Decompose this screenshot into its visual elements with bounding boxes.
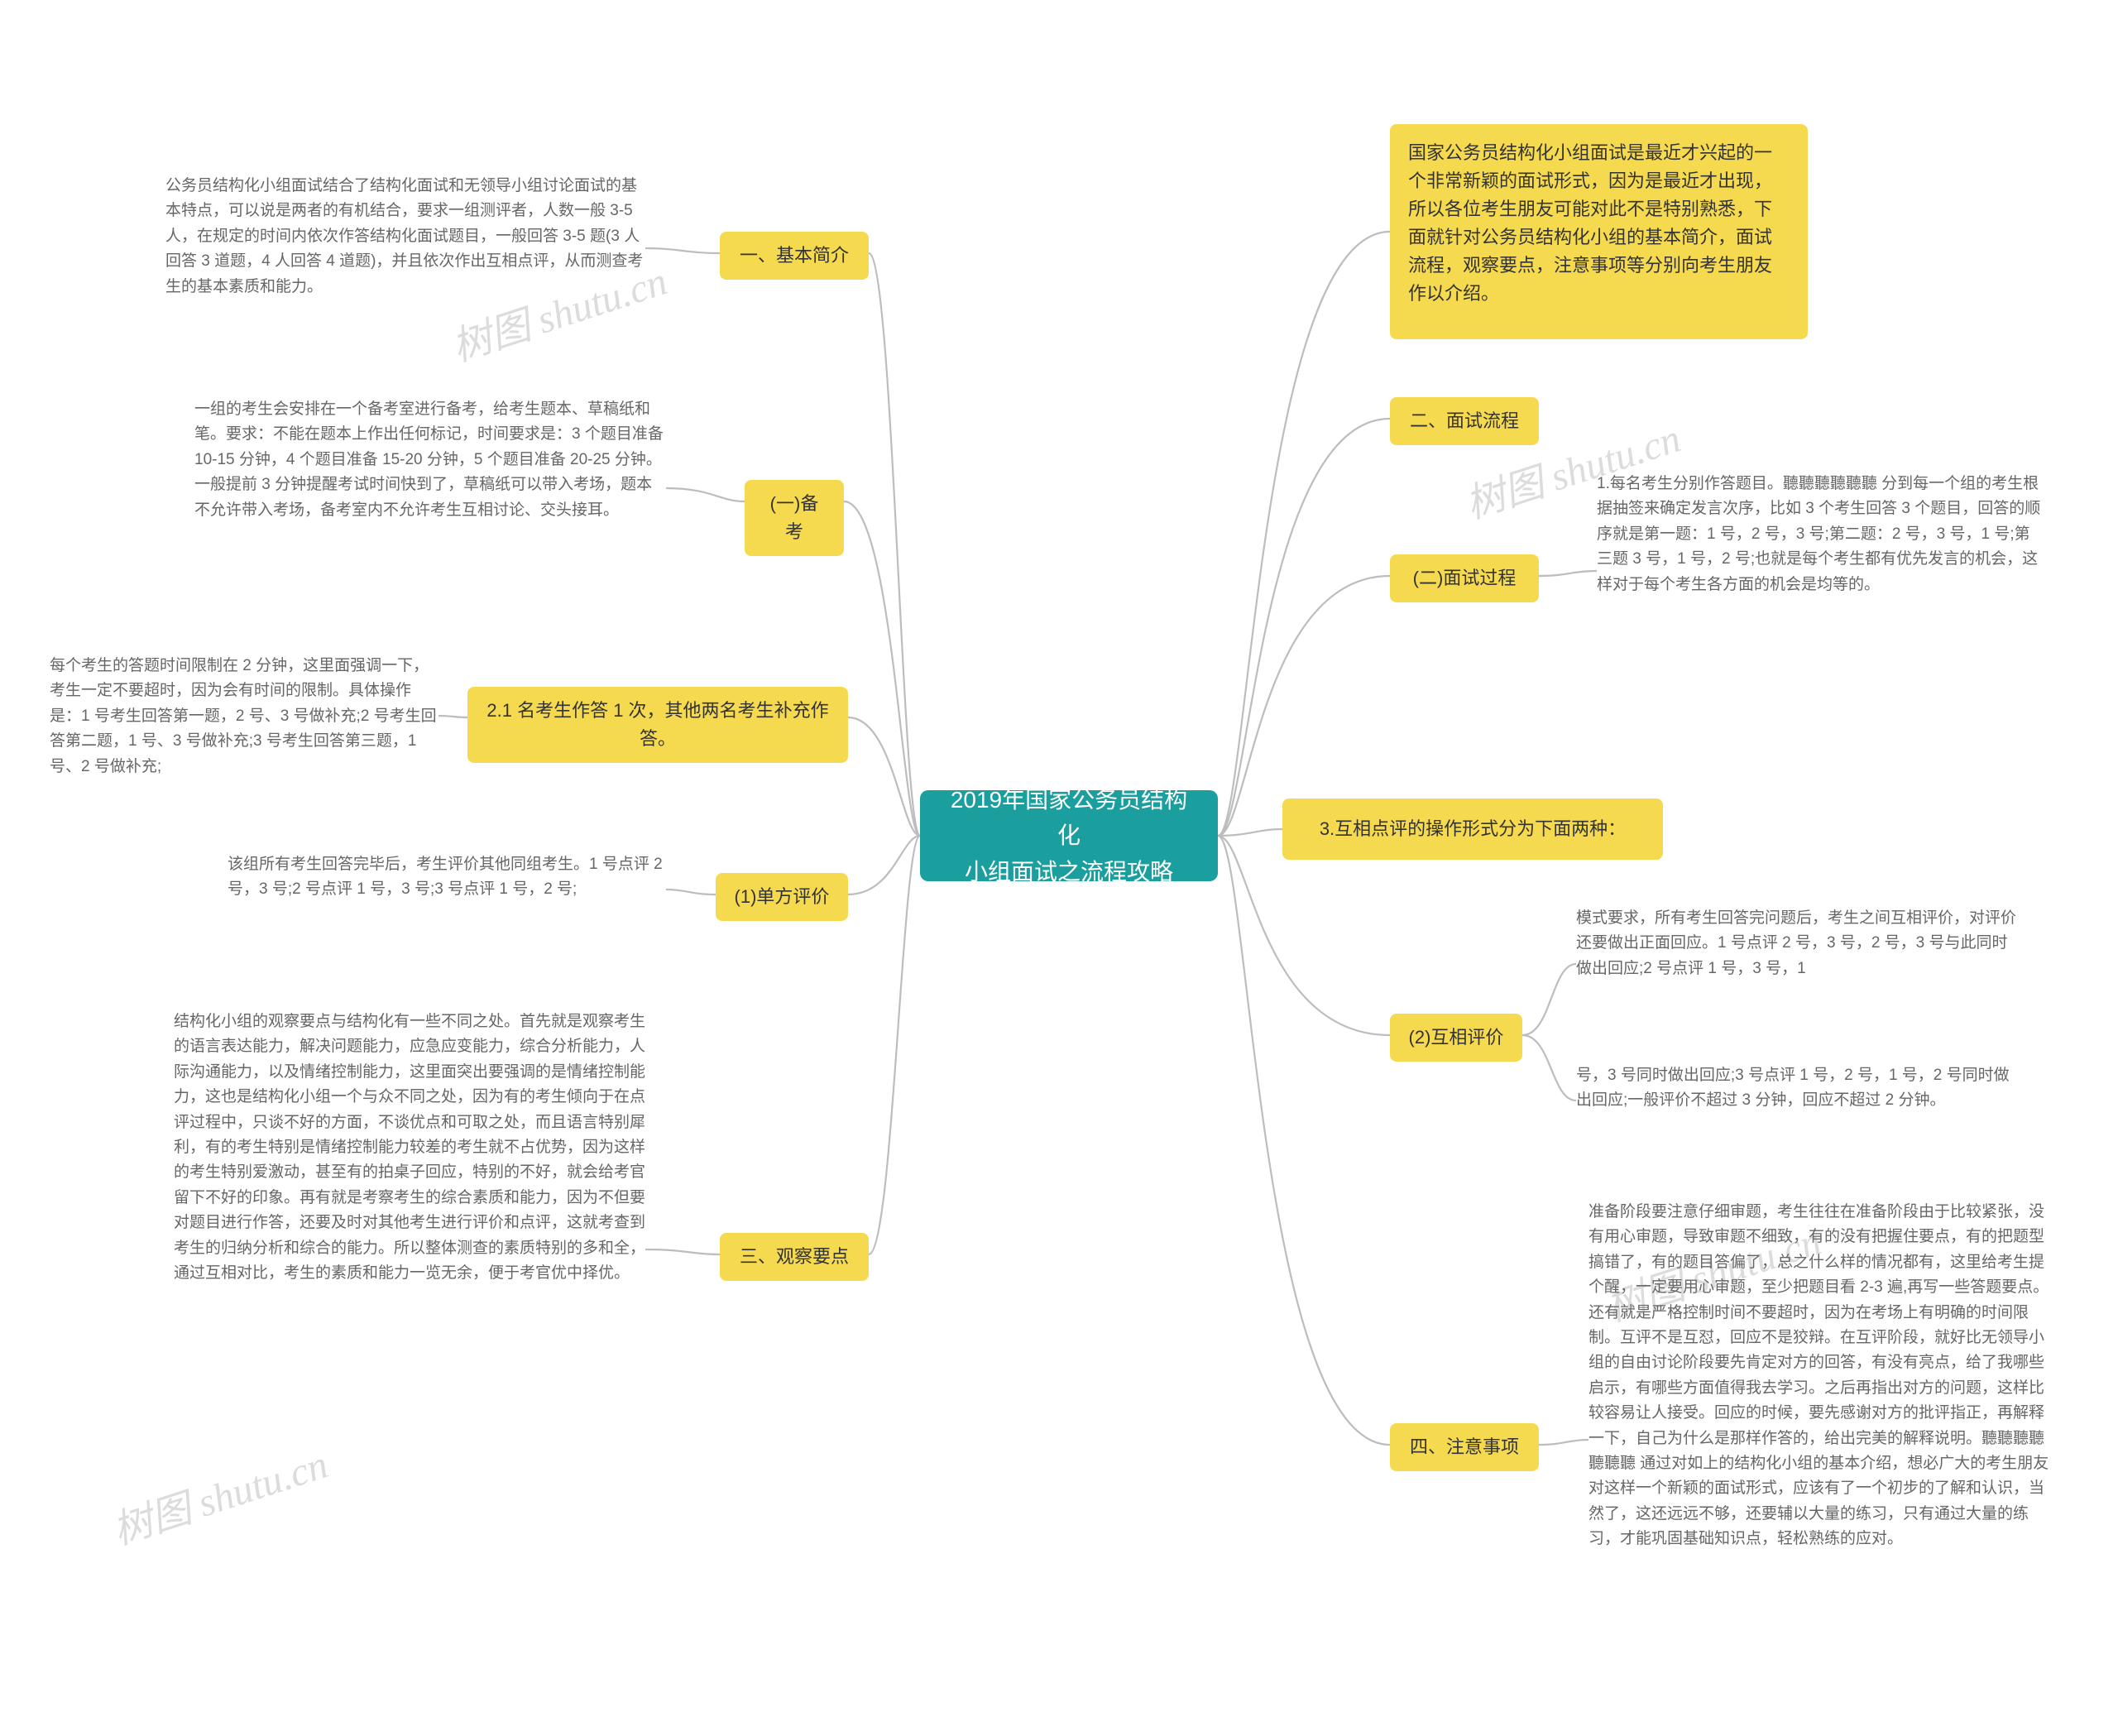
left-branch-l3[interactable]: 2.1 名考生作答 1 次，其他两名考生补充作答。: [467, 687, 848, 763]
right-desc-r5-b: 号，3 号同时做出回应;3 号点评 1 号，2 号，1 号，2 号同时做出回应;…: [1576, 1063, 2023, 1114]
watermark: 树图 shutu.cn: [104, 1431, 334, 1556]
left-branch-l1[interactable]: 一、基本简介: [720, 232, 869, 280]
left-branch-l2[interactable]: (一)备考: [745, 480, 844, 556]
right-branch-r4[interactable]: 3.互相点评的操作形式分为下面两种：: [1282, 798, 1663, 860]
right-desc-r5-a: 模式要求，所有考生回答完问题后，考生之间互相评价，对评价还要做出正面回应。1 号…: [1576, 906, 2023, 981]
right-branch-r2[interactable]: 二、面试流程: [1390, 397, 1539, 445]
center-topic[interactable]: 2019年国家公务员结构化 小组面试之流程攻略: [920, 790, 1218, 881]
left-branch-l5[interactable]: 三、观察要点: [720, 1233, 869, 1281]
right-branch-r6[interactable]: 四、注意事项: [1390, 1423, 1539, 1471]
right-branch-r1[interactable]: 国家公务员结构化小组面试是最近才兴起的一个非常新颖的面试形式，因为是最近才出现，…: [1390, 124, 1808, 339]
left-desc-l2: 一组的考生会安排在一个备考室进行备考，给考生题本、草稿纸和笔。要求：不能在题本上…: [194, 397, 666, 523]
right-branch-r3[interactable]: (二)面试过程: [1390, 554, 1539, 602]
left-desc-l5: 结构化小组的观察要点与结构化有一些不同之处。首先就是观察考生的语言表达能力，解决…: [174, 1009, 645, 1286]
left-desc-l3: 每个考生的答题时间限制在 2 分钟，这里面强调一下，考生一定不要超时，因为会有时…: [50, 654, 438, 779]
right-desc-r6: 准备阶段要注意仔细审题，考生往往在准备阶段由于比较紧张，没有用心审题，导致审题不…: [1588, 1200, 2052, 1551]
right-desc-r3: 1.每名考生分别作答题目。聽聽聽聽聽聽 分到每一个组的考生根据抽签来确定发言次序…: [1597, 472, 2044, 597]
right-branch-r5[interactable]: (2)互相评价: [1390, 1014, 1522, 1062]
left-desc-l4: 该组所有考生回答完毕后，考生评价其他同组考生。1 号点评 2 号，3 号;2 号…: [228, 852, 666, 903]
left-branch-l4[interactable]: (1)单方评价: [716, 873, 848, 921]
left-desc-l1: 公务员结构化小组面试结合了结构化面试和无领导小组讨论面试的基本特点，可以说是两者…: [165, 174, 645, 300]
